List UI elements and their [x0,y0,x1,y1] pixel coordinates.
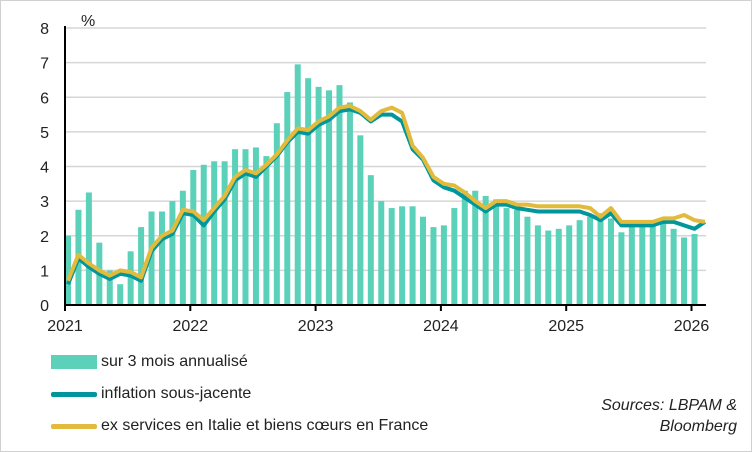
bar [284,92,291,306]
bar [232,149,239,305]
bar [409,206,416,305]
y-tick-label: 0 [40,298,49,315]
bar [179,190,186,305]
bar [472,190,479,305]
bar [597,213,604,305]
bar [618,232,625,305]
x-tick-label: 2024 [423,318,459,335]
bar [211,161,218,305]
bar [513,209,520,305]
bar [106,270,113,305]
bar [681,237,688,305]
sources-note: Sources: LBPAM & Bloomberg [601,395,737,437]
bar [294,64,301,305]
bar [576,220,583,305]
legend-item-bars: sur 3 mois annualisé [51,353,248,371]
bar [138,227,145,305]
bar [493,199,500,305]
legend-label-ex: ex services en Italie et biens cœurs en … [101,417,429,434]
bar [628,227,635,305]
bar [660,221,667,305]
bar [158,211,165,305]
bar [315,86,322,305]
x-tick-label: 2025 [548,318,584,335]
bar [430,227,437,305]
bar [451,208,458,305]
bar [326,90,333,305]
bar [534,225,541,305]
legend-item-ex: ex services en Italie et biens cœurs en … [51,417,428,435]
bar [190,169,197,305]
legend-swatch-core [51,391,97,397]
bar [336,85,343,305]
bar [263,156,270,305]
legend-swatch-ex [51,423,97,429]
bar [367,175,374,305]
x-tick-label: 2021 [47,318,83,335]
y-tick-label: 1 [40,263,49,280]
bar [65,235,71,305]
bar [148,211,155,305]
x-tick-label: 2026 [674,318,710,335]
bar [378,201,385,305]
bar [524,216,531,305]
bar [221,161,228,305]
bar [482,195,489,305]
bar [691,234,698,305]
x-tick-label: 2022 [173,318,209,335]
bar [85,192,92,305]
bar [545,230,552,305]
y-tick-label: 8 [40,21,49,38]
bar [305,78,312,305]
bar [670,228,677,305]
bar [639,221,646,305]
y-tick-label: 7 [40,56,49,73]
sources-line1: Sources: LBPAM & [601,397,737,414]
bar [169,201,176,305]
bar [503,208,510,305]
y-tick-label: 5 [40,125,49,142]
bar [649,221,656,305]
bar [357,135,364,305]
bar [587,216,594,305]
legend-swatch-bars [51,355,97,369]
bar [566,225,573,305]
bar [127,251,134,305]
y-tick-label: 4 [40,160,49,177]
bar [273,123,280,305]
bar [242,149,249,305]
bar [117,284,124,305]
bar [388,208,395,305]
y-unit-label: % [81,13,95,30]
bar [461,190,468,305]
legend-label-core: inflation sous-jacente [101,385,252,402]
bar [420,216,427,305]
y-tick-label: 6 [40,90,49,107]
y-tick-label: 3 [40,194,49,211]
bar [440,225,447,305]
bar [399,206,406,305]
legend-item-core: inflation sous-jacente [51,385,251,403]
legend-label-bars: sur 3 mois annualisé [101,353,248,370]
y-tick-label: 2 [40,229,49,246]
bar [555,228,562,305]
bar [252,147,259,305]
sources-line2: Bloomberg [659,418,737,435]
line-ex [66,103,706,282]
bar [200,164,207,305]
bar [346,102,353,305]
bar [607,218,614,305]
x-tick-label: 2023 [298,318,334,335]
